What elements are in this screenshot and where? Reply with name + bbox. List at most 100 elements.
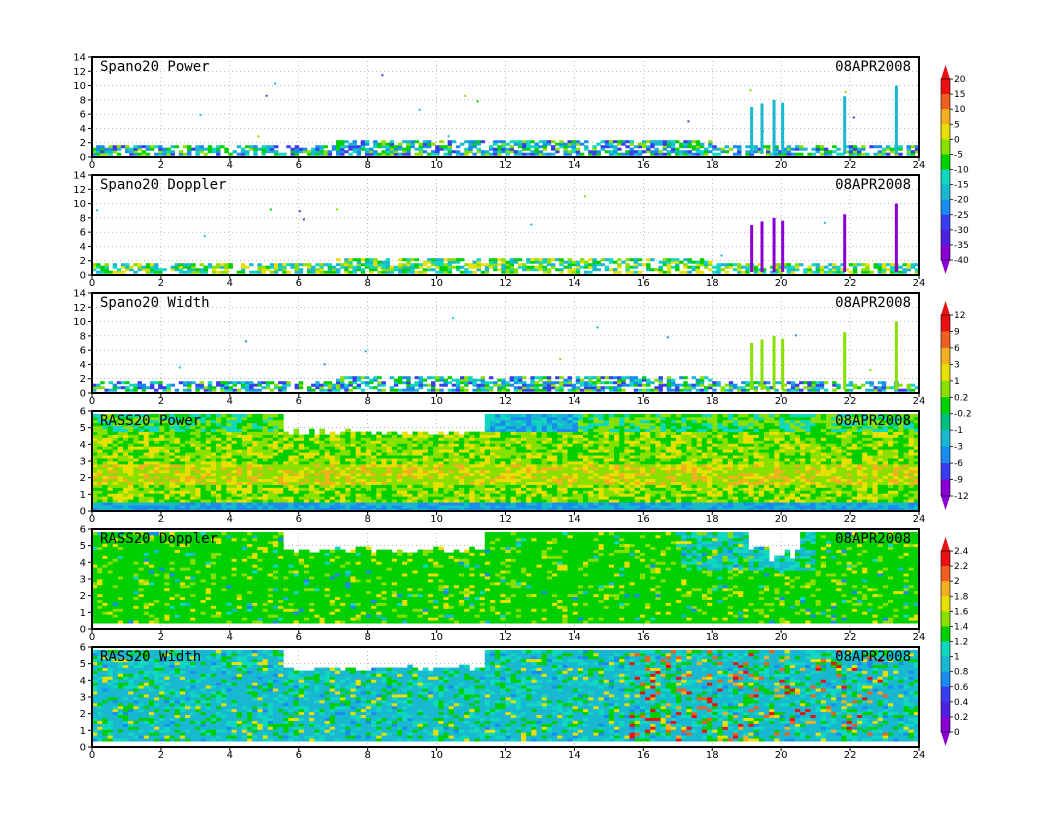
data-cell (500, 469, 506, 474)
data-cell (501, 258, 506, 262)
data-cell (495, 475, 501, 480)
colorbar-swatch (941, 214, 950, 231)
data-cell (637, 142, 643, 146)
data-cell (480, 386, 486, 390)
data-cell (509, 383, 515, 387)
data-cell (695, 388, 701, 392)
data-cell (517, 378, 523, 382)
data-cell (469, 484, 475, 488)
data-cell (613, 270, 618, 274)
data-cell (205, 487, 212, 491)
data-cell (298, 475, 305, 480)
data-cell (515, 466, 522, 471)
data-cell (766, 152, 771, 156)
data-cell (241, 428, 248, 432)
data-cell (319, 443, 325, 447)
data-cell (112, 499, 119, 503)
data-cell (484, 268, 490, 272)
data-cell (149, 263, 155, 267)
data-cell (861, 152, 866, 156)
data-cell (510, 440, 517, 444)
data-cell (458, 505, 465, 509)
data-cell (340, 455, 346, 459)
data-cell (458, 469, 465, 474)
data-cell (360, 455, 367, 459)
data-cell (407, 440, 413, 444)
data-cell (236, 469, 243, 474)
data-cell (559, 268, 564, 272)
data-cell (319, 428, 325, 432)
data-cell (293, 475, 300, 480)
data-cell (474, 437, 481, 441)
data-cell (385, 260, 391, 264)
data-cell (257, 381, 262, 385)
data-cell (469, 455, 475, 459)
data-cell (267, 458, 274, 462)
data-cell (221, 425, 227, 430)
data-cell (164, 440, 170, 444)
data-cell (112, 425, 119, 430)
data-cell (185, 493, 191, 497)
data-cell (670, 147, 676, 151)
data-cell (476, 388, 481, 392)
data-cell (438, 434, 444, 438)
data-cell (164, 413, 170, 418)
data-cell (417, 434, 424, 438)
data-cell (703, 263, 709, 267)
data-cell (417, 478, 424, 482)
data-cell (148, 461, 155, 465)
data-cell (278, 463, 284, 468)
data-cell (708, 260, 713, 264)
data-cell (102, 452, 108, 456)
data-cell (200, 502, 207, 506)
data-cell (257, 147, 262, 151)
data-cell (257, 434, 263, 438)
data-cell (371, 443, 377, 447)
data-cell (811, 386, 816, 390)
data-cell (278, 490, 284, 494)
data-cell (350, 481, 357, 485)
data-cell (592, 258, 597, 262)
data-cell (505, 499, 512, 503)
data-cell (252, 455, 258, 459)
data-cell (453, 502, 460, 506)
data-cell (435, 388, 440, 392)
data-cell (397, 263, 403, 267)
data-cell (760, 103, 764, 154)
data-cell (468, 145, 473, 149)
data-cell (427, 496, 434, 500)
data-cell (699, 388, 705, 392)
data-cell (433, 508, 439, 512)
data-cell (298, 268, 304, 272)
data-cell (464, 94, 467, 97)
data-cell (526, 428, 532, 432)
data-cell (522, 268, 527, 272)
data-cell (352, 258, 357, 262)
data-cell (662, 263, 668, 267)
data-cell (873, 263, 878, 267)
data-cell (625, 383, 630, 387)
data-cell (402, 263, 407, 267)
data-cell (221, 475, 227, 480)
data-cell (314, 475, 320, 480)
data-cell (737, 270, 742, 274)
data-cell (448, 455, 455, 459)
data-cell (766, 386, 771, 390)
data-cell (662, 142, 668, 146)
data-cell (531, 502, 537, 506)
data-cell (138, 416, 145, 421)
panel-title: Spano20 Width (100, 295, 210, 311)
data-cell (391, 434, 398, 438)
data-cell (625, 258, 630, 262)
data-cell (162, 150, 167, 154)
data-cell (327, 383, 333, 387)
data-cell (575, 388, 581, 392)
data-cell (133, 502, 139, 506)
data-cell (278, 446, 284, 450)
data-cell (335, 383, 341, 387)
data-cell (267, 478, 274, 482)
data-cell (125, 150, 130, 154)
data-cell (550, 258, 556, 262)
data-cell (495, 428, 501, 432)
data-cell (716, 268, 721, 272)
